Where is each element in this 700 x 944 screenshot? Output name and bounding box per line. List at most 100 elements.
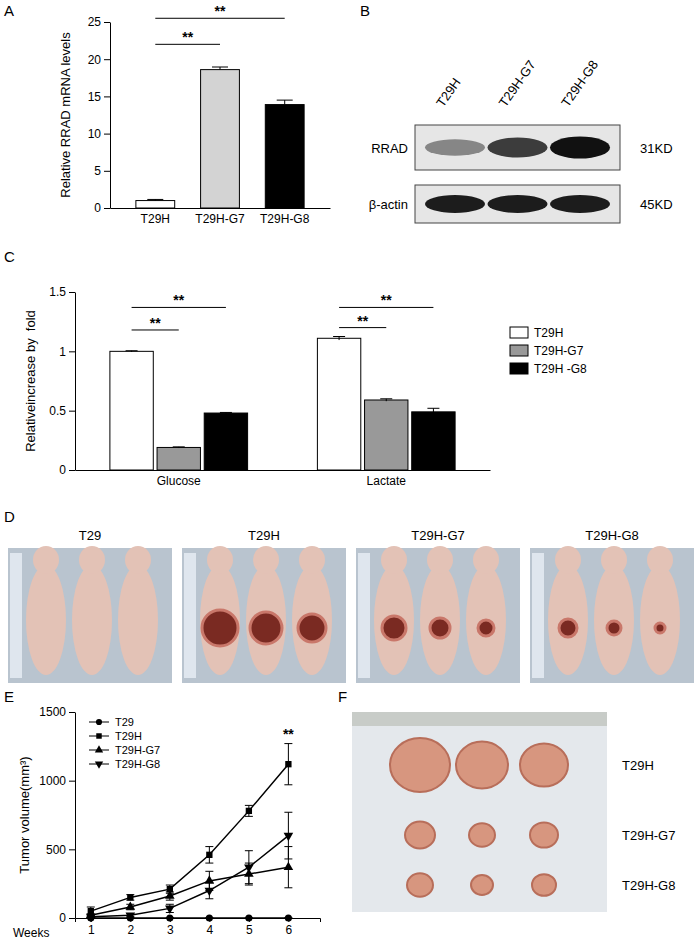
- panel-label: B: [360, 2, 370, 19]
- tick: 20: [88, 53, 110, 67]
- chart: 050010001500123456WeeksTumor volume(mm³)…: [13, 705, 321, 940]
- error-cap: [166, 885, 174, 886]
- mouse-head: [381, 546, 407, 574]
- error-cap: [205, 871, 213, 872]
- error-cap: [284, 858, 292, 859]
- tick-label: T29H-G7: [195, 212, 245, 226]
- tick: T29H-G7: [195, 212, 245, 226]
- blot-band: [550, 195, 610, 213]
- error-bar: [147, 199, 163, 200]
- blot-band: [488, 195, 548, 213]
- tick: 0: [59, 911, 75, 925]
- row-label: T29H: [622, 758, 654, 773]
- error-cap: [245, 816, 253, 817]
- photo-title: T29H-G7: [411, 528, 464, 543]
- tick-mark: [91, 918, 92, 922]
- x-axis: T29HT29H-G7T29H-G8: [111, 209, 331, 226]
- error-cap: [212, 67, 228, 68]
- legend-swatch: [510, 327, 528, 338]
- mouse-head: [601, 546, 627, 574]
- tumor: [469, 823, 495, 846]
- error-bar: [212, 67, 228, 70]
- tick-mark: [69, 351, 75, 352]
- tick: 3: [167, 918, 174, 937]
- panel-label: F: [338, 688, 347, 705]
- y-axis: 050010001500: [39, 705, 75, 925]
- tick: 1000: [39, 774, 75, 788]
- legend-marker: [96, 733, 101, 738]
- tick-mark: [249, 918, 250, 922]
- tick: 5: [94, 164, 110, 178]
- marker: [165, 890, 175, 898]
- photo-title: T29H: [248, 528, 280, 543]
- marker: [285, 761, 291, 767]
- error-cap: [173, 446, 185, 447]
- tick-mark: [104, 134, 110, 135]
- photo-title: T29H-G8: [585, 528, 638, 543]
- marker: [126, 901, 136, 909]
- legend: T29T29HT29H-G7T29H-G8: [89, 716, 160, 770]
- ruler: [352, 712, 607, 726]
- mouse-head: [473, 546, 499, 574]
- mouse: [594, 565, 634, 675]
- mouse: [640, 565, 680, 675]
- mouse-head: [207, 546, 233, 574]
- tick-label: 1: [59, 345, 66, 359]
- tick-label: 3: [167, 923, 174, 937]
- marker: [86, 914, 96, 922]
- tumor: [430, 618, 450, 638]
- tick-label: 10: [88, 127, 102, 141]
- marker: [165, 906, 175, 914]
- tick: 1: [59, 345, 75, 359]
- panel-label: C: [4, 248, 15, 265]
- legend-marker: [95, 762, 103, 769]
- tumor: [407, 873, 433, 896]
- panel-label: D: [4, 508, 15, 525]
- tick-label: Glucose: [157, 474, 201, 488]
- mouse: [292, 565, 332, 675]
- annotation: **: [357, 313, 368, 329]
- tick-mark: [288, 918, 289, 922]
- axis-line: [75, 713, 76, 919]
- error-cap: [245, 885, 253, 886]
- marker: [205, 888, 215, 896]
- error-cap: [277, 100, 293, 101]
- error-bar: [205, 882, 213, 898]
- tumor: [298, 614, 326, 642]
- tumor: [520, 743, 568, 786]
- legend-marker: [96, 719, 102, 725]
- marker: [206, 852, 212, 858]
- tick: 1: [88, 918, 95, 937]
- lane-label: T29H-G8: [558, 57, 601, 109]
- tick-mark: [69, 849, 75, 850]
- size-label: 45KD: [640, 197, 673, 212]
- tick-label: 20: [88, 53, 102, 67]
- tick-label: 1: [88, 923, 95, 937]
- blot-band: [550, 137, 610, 159]
- legend-swatch: [510, 363, 528, 374]
- tick-mark: [69, 918, 75, 919]
- tumor: [471, 875, 493, 895]
- x-axis: 123456: [76, 918, 321, 937]
- tick-label: 6: [286, 923, 293, 937]
- ruler: [10, 553, 22, 678]
- tick-mark: [130, 918, 131, 922]
- row-label: β-actin: [369, 197, 408, 212]
- tick-mark: [104, 96, 110, 97]
- panel-label: E: [4, 688, 14, 705]
- tumor: [478, 620, 494, 636]
- mouse: [420, 565, 460, 675]
- error-cap: [284, 743, 292, 744]
- error-cap: [220, 412, 232, 413]
- lane-label: T29H: [433, 75, 464, 110]
- error-bar: [427, 408, 439, 415]
- axis-title: Tumor volume(mm³): [17, 756, 32, 873]
- annotation: **: [215, 3, 226, 19]
- mouse: [466, 565, 506, 675]
- mouse-head: [299, 546, 325, 574]
- tumor: [250, 612, 282, 644]
- bar: [317, 338, 360, 470]
- tick-label: 0: [94, 201, 101, 215]
- error-bar: [284, 812, 292, 859]
- tick-mark: [69, 470, 75, 471]
